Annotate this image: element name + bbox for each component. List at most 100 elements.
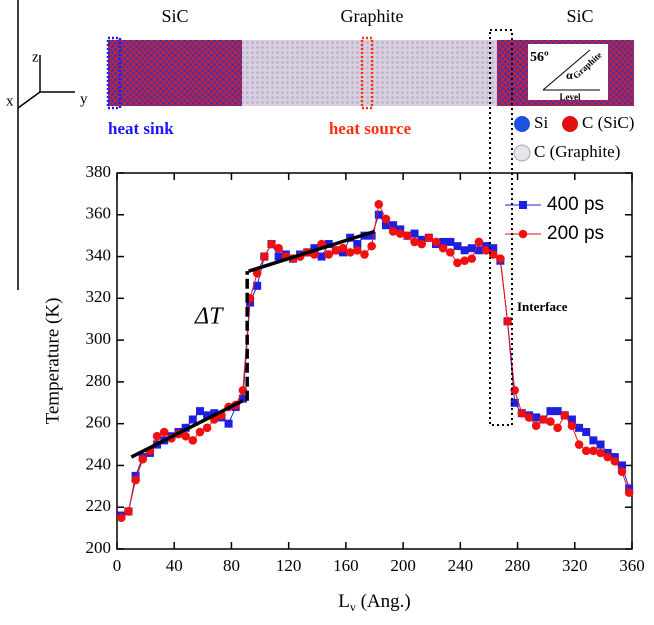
data-point: [159, 427, 169, 437]
x-tick-label: 80: [223, 556, 240, 575]
data-point: [353, 240, 362, 249]
x-tick-label: 200: [390, 556, 416, 575]
y-tick-label: 320: [86, 287, 112, 306]
data-point: [553, 407, 562, 416]
data-point: [439, 237, 448, 246]
data-point: [360, 250, 369, 259]
data-point: [581, 446, 591, 456]
data-point: [496, 254, 505, 263]
data-point: [474, 237, 484, 247]
axis-letter: z: [32, 49, 39, 65]
x-tick-label: 120: [276, 556, 302, 575]
data-point: [567, 415, 576, 424]
region-label: SiC: [566, 6, 593, 26]
data-point: [546, 407, 555, 416]
data-point: [274, 252, 283, 261]
data-point: [417, 239, 427, 249]
legend-label: 400 ps: [547, 194, 604, 215]
data-point: [610, 456, 620, 466]
data-point: [345, 248, 355, 257]
x-label-main: L: [338, 591, 350, 612]
data-point: [446, 237, 455, 246]
y-tick-label: 260: [86, 413, 112, 432]
data-point: [624, 488, 634, 497]
data-point: [253, 281, 262, 290]
data-point: [124, 507, 133, 516]
data-point: [274, 243, 283, 253]
legend-text: Si: [534, 113, 548, 132]
data-point: [338, 243, 348, 253]
data-point: [138, 454, 148, 464]
data-point: [574, 440, 584, 449]
axis-letter: x: [6, 93, 14, 109]
data-point: [488, 250, 498, 259]
data-point: [188, 415, 197, 424]
y-axis-label: Temperature (K): [42, 298, 63, 425]
data-point: [453, 242, 462, 251]
data-point: [510, 398, 519, 407]
data-point: [567, 421, 577, 431]
legend-marker: [518, 229, 528, 239]
legend-text: C (SiC): [582, 113, 634, 132]
x-tick-label: 360: [619, 556, 645, 575]
legend-dot: [562, 116, 578, 132]
delta-t-label: ΔT: [194, 304, 224, 330]
data-point: [524, 413, 534, 422]
heat-sink-box: [106, 36, 122, 110]
data-point: [596, 440, 605, 449]
data-point: [374, 210, 383, 219]
inset-tag: Level: [560, 92, 581, 102]
data-point: [460, 256, 469, 266]
data-point: [238, 394, 247, 403]
interface-label: Interface: [517, 299, 568, 314]
data-point: [395, 229, 405, 238]
axis-letter: y: [80, 91, 88, 107]
y-tick-label: 240: [86, 454, 112, 473]
data-point: [152, 431, 162, 441]
data-point: [546, 417, 555, 426]
x-axis-label: Lv (Ang.): [338, 591, 411, 613]
heat-source-box: [360, 36, 374, 110]
inset-line: [542, 49, 591, 91]
data-point: [589, 436, 598, 445]
x-tick-label: 240: [448, 556, 474, 575]
data-point: [116, 513, 126, 522]
data-point: [431, 237, 441, 247]
data-point: [260, 252, 269, 261]
data-point: [353, 245, 362, 255]
data-point: [310, 244, 319, 253]
x-tick-label: 320: [562, 556, 588, 575]
data-point: [603, 452, 612, 462]
series-line: [121, 213, 630, 517]
x-label-rest: (Ang.): [356, 591, 411, 612]
legend-marker: [519, 201, 527, 209]
plot: 0 40 80 120 160 200 240 280 320 360 200 220 240 260 28…: [42, 162, 644, 614]
data-point: [188, 436, 198, 445]
legend-dot: [514, 116, 530, 132]
data-point: [467, 244, 476, 253]
data-point: [181, 431, 190, 441]
data-point: [582, 428, 591, 437]
y-tick-label: 360: [86, 204, 112, 223]
data-point: [539, 415, 548, 424]
data-point: [238, 385, 248, 395]
legend-text: C (Graphite): [534, 142, 620, 161]
data-point: [596, 448, 605, 458]
data-point: [317, 252, 326, 261]
data-point: [575, 423, 584, 432]
data-point: [403, 231, 412, 240]
heat-sink-label: heat sink: [108, 119, 174, 138]
data-point: [367, 231, 376, 240]
data-point: [531, 421, 541, 431]
data-point: [381, 221, 390, 230]
x-tick-label: 40: [166, 556, 183, 575]
data-point: [589, 446, 598, 456]
x-tick-label: 160: [333, 556, 359, 575]
data-point: [453, 258, 462, 268]
angle-label: 56º: [530, 50, 549, 65]
region-label: SiC: [161, 6, 188, 26]
data-point: [617, 467, 627, 477]
y-tick-label: 280: [86, 371, 112, 390]
data-point: [224, 419, 233, 428]
